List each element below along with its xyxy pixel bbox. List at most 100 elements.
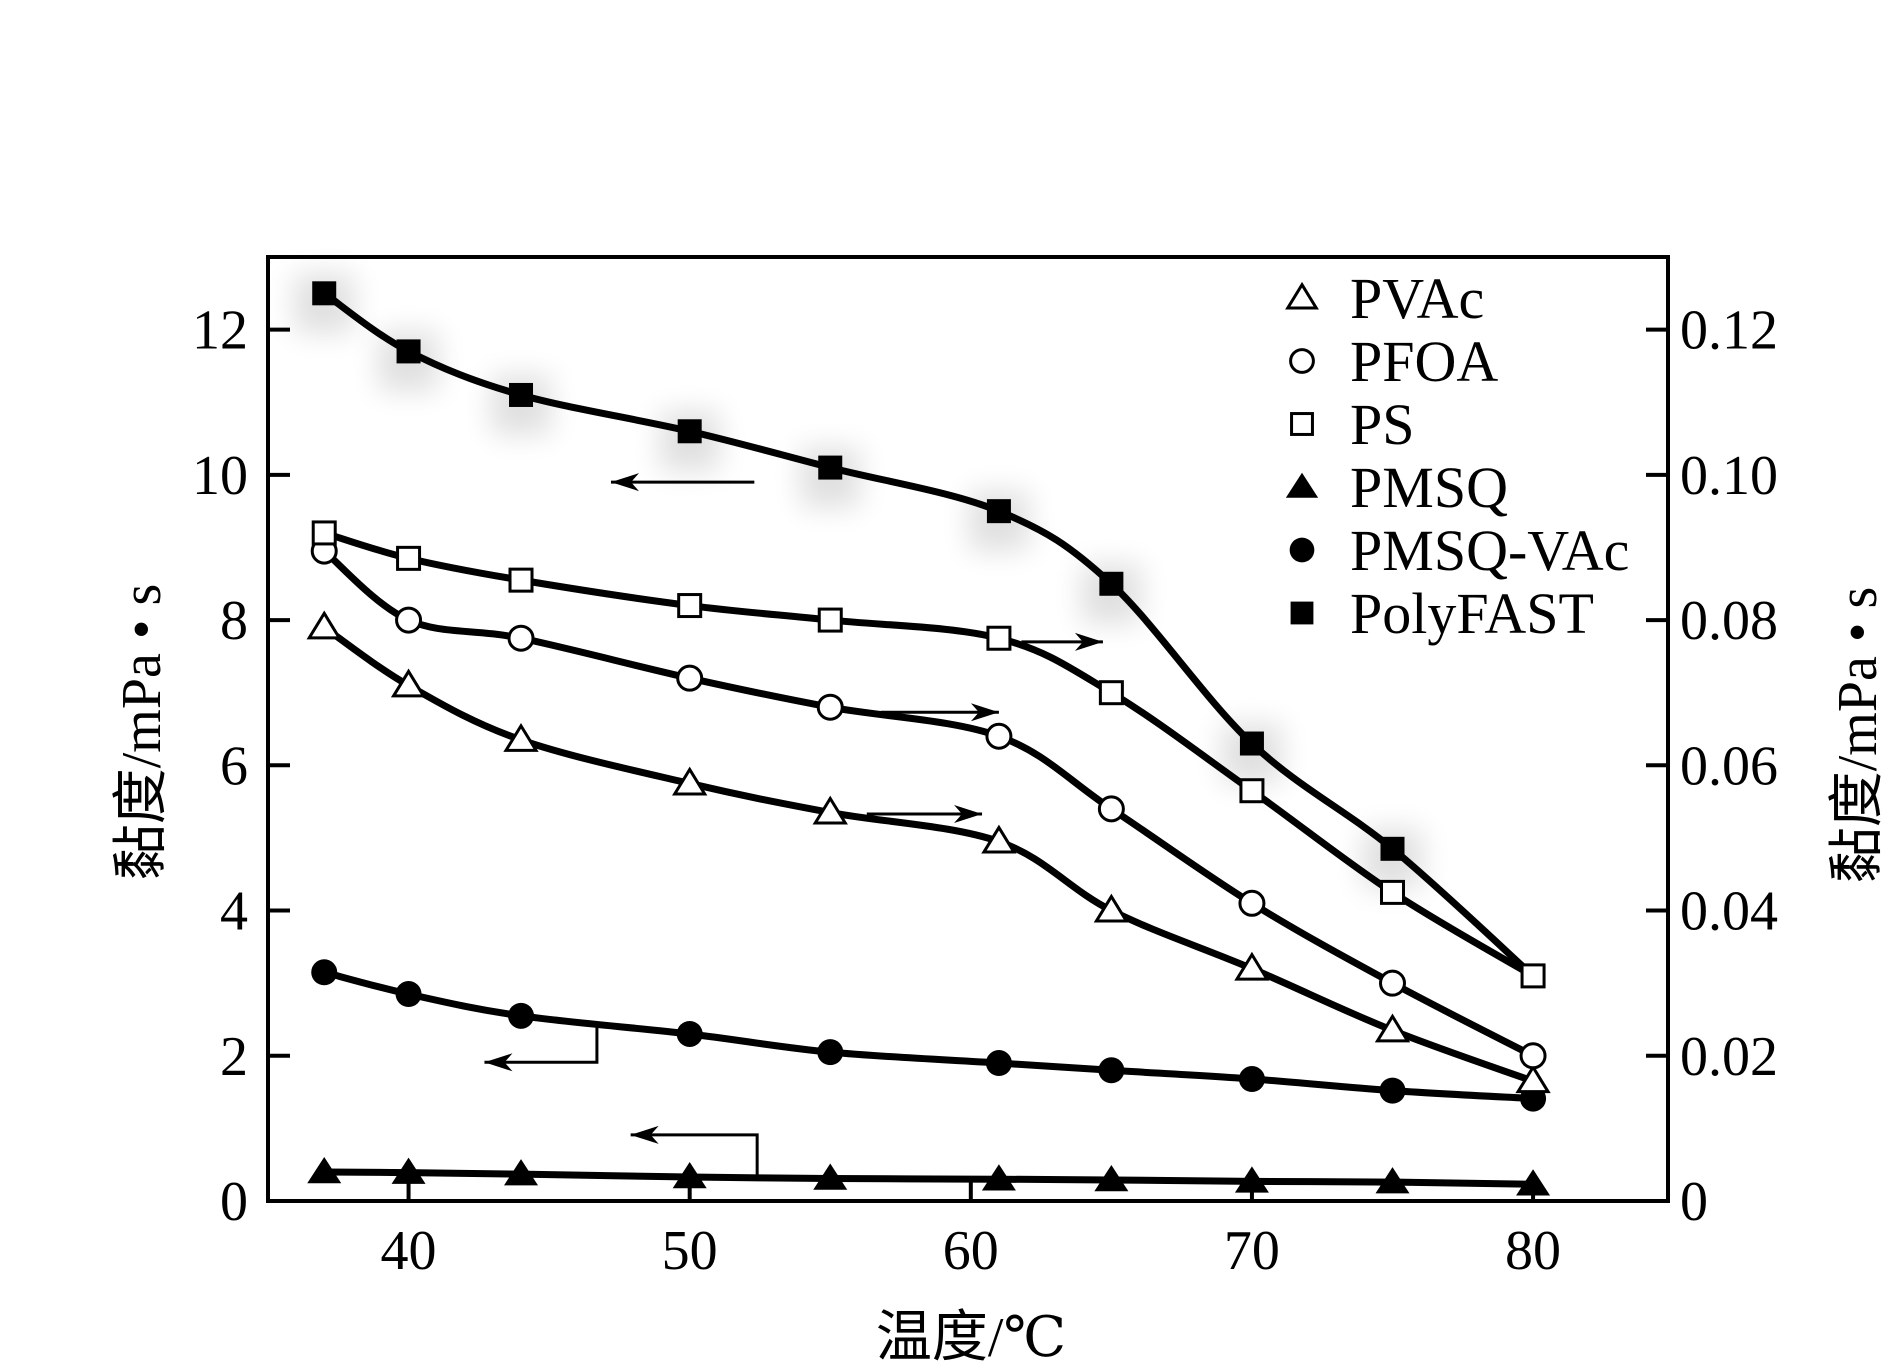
legend-item-pfoa: PFOA	[1289, 329, 1498, 394]
y-right-tick-label: 0.06	[1680, 735, 1778, 797]
data-point-pmsq-vac	[676, 1020, 703, 1047]
data-point-pfoa	[1097, 795, 1125, 823]
y-right-tick-label: 0	[1680, 1171, 1708, 1233]
data-point-ps	[986, 625, 1012, 651]
data-point-pmsq-vac	[395, 981, 422, 1008]
x-tick-label: 40	[381, 1220, 437, 1282]
y-right-tick-label: 0.08	[1680, 590, 1778, 652]
data-point-ps	[817, 607, 843, 633]
arrowhead	[970, 703, 999, 722]
y-tick-label: 6	[220, 735, 248, 797]
data-point-pfoa	[676, 664, 704, 692]
data-point-pmsq	[504, 1159, 539, 1186]
y-right-tick-label: 0.04	[1680, 881, 1778, 943]
data-point-polyfast	[677, 419, 702, 444]
legend-label-pmsq: PMSQ	[1350, 455, 1508, 520]
data-point-pmsq-vac	[508, 1002, 535, 1029]
data-point-ps	[677, 593, 703, 619]
legend-marker-ps	[1290, 412, 1314, 436]
plot-frame	[266, 255, 1670, 1203]
series-line-ps	[320, 529, 1537, 980]
x-tick-label: 70	[1224, 1220, 1280, 1282]
legend-label-pmsq-vac: PMSQ-VAc	[1350, 518, 1629, 583]
y-axis-left-title: 黏度/mPa • s	[111, 584, 173, 881]
x-axis-title: 温度/℃	[876, 1307, 1066, 1365]
legend-marker-pvac	[1285, 281, 1319, 310]
axis-arrows	[484, 473, 1103, 1179]
y-tick-label: 4	[220, 881, 248, 943]
data-point-polyfast	[1099, 571, 1124, 596]
y-right-tick-label: 0.12	[1680, 300, 1778, 362]
data-point-pmsq-vac	[311, 959, 338, 986]
data-point-pmsq	[813, 1163, 848, 1190]
data-point-pfoa	[985, 722, 1013, 750]
data-point-pmsq-vac	[985, 1050, 1012, 1077]
data-point-pmsq-vac	[1098, 1057, 1125, 1084]
y-tick-label: 2	[220, 1026, 248, 1088]
legend-label-polyfast: PolyFAST	[1350, 581, 1594, 646]
data-point-pvac	[390, 668, 427, 698]
data-point-pmsq	[981, 1164, 1016, 1191]
y-right-tick-label: 0.02	[1680, 1026, 1778, 1088]
data-point-ps	[1098, 680, 1124, 706]
data-point-pvac	[1093, 893, 1130, 923]
legend-marker-pmsq-vac	[1289, 537, 1315, 563]
series-line-pvac	[320, 623, 1537, 1085]
series-line-pmsq	[320, 1168, 1537, 1188]
x-tick-label: 50	[662, 1220, 718, 1282]
arrow-pmsq	[630, 1133, 759, 1179]
arrowhead	[954, 804, 983, 823]
legend-marker-polyfast	[1290, 601, 1314, 625]
data-point-pfoa	[1378, 969, 1406, 997]
series-line-pfoa	[320, 547, 1537, 1060]
data-point-ps	[1520, 963, 1546, 989]
x-axis: 40 50 60 70 80	[381, 1181, 1561, 1282]
data-point-ps	[1379, 879, 1405, 905]
data-point-pmsq	[307, 1156, 342, 1184]
data-point-pmsq	[1094, 1164, 1129, 1192]
data-point-pvac	[1374, 1013, 1411, 1043]
arrowhead	[1074, 632, 1103, 651]
data-point-polyfast	[1380, 836, 1405, 861]
data-point-pmsq	[672, 1162, 707, 1189]
data-point-pmsq-vac	[1238, 1066, 1265, 1093]
data-point-ps	[508, 567, 534, 593]
y-tick-label: 12	[192, 300, 248, 362]
data-point-pmsq-vac	[817, 1039, 844, 1066]
data-point-pfoa	[1238, 889, 1266, 917]
legend-item-pvac: PVAc	[1285, 266, 1484, 331]
data-point-pmsq-vac	[1379, 1077, 1406, 1104]
y-right-tick-label: 0.10	[1680, 445, 1778, 507]
y-axis-right: 0 0.02 0.04 0.06 0.08 0.10 0.12	[1646, 300, 1778, 1233]
data-point-polyfast	[396, 339, 421, 364]
data-point-polyfast	[1239, 731, 1264, 756]
x-tick-label: 60	[943, 1220, 999, 1282]
series-lines	[320, 289, 1537, 1188]
data-point-pfoa	[816, 693, 844, 721]
arrow-pmsq-vac	[484, 1022, 599, 1064]
series-line-polyfast	[320, 289, 1537, 980]
data-point-ps	[396, 545, 422, 571]
data-point-polyfast	[312, 281, 337, 306]
data-point-pfoa	[395, 606, 423, 634]
legend-item-pmsq-vac: PMSQ-VAc	[1289, 518, 1629, 583]
data-point-pmsq	[391, 1157, 426, 1184]
y-tick-label: 0	[220, 1171, 248, 1233]
series-markers	[306, 281, 1551, 1196]
arrowhead	[610, 473, 639, 492]
legend-label-ps: PS	[1350, 392, 1415, 457]
data-point-pmsq	[1234, 1166, 1269, 1193]
legend-item-ps: PS	[1290, 392, 1415, 457]
data-point-pvac	[812, 795, 848, 825]
legend-marker-pmsq	[1285, 472, 1319, 498]
legend-item-pmsq: PMSQ	[1285, 455, 1508, 520]
data-point-pmsq	[1375, 1167, 1410, 1194]
data-point-pvac	[981, 824, 1017, 854]
data-point-pvac	[1234, 951, 1270, 981]
data-point-polyfast	[509, 382, 534, 407]
y-tick-label: 8	[220, 590, 248, 652]
data-point-polyfast	[986, 499, 1011, 524]
arrowhead	[630, 1125, 659, 1144]
